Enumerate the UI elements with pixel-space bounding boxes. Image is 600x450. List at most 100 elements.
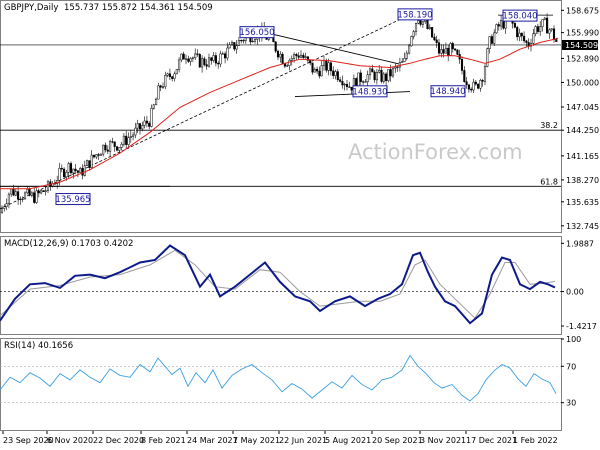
candle-body [141,125,144,130]
candle-body [115,146,119,151]
rsi-panel-frame [0,338,562,431]
moving-average-line [0,37,559,190]
candle-body [242,40,245,42]
candle-body [414,23,418,32]
candle-body [106,149,109,152]
candle-body [302,54,305,58]
candle-body [293,54,296,59]
candle-body [345,83,349,88]
candle-body [426,19,429,29]
annotation-box [239,26,275,39]
annotation-2: 158.040 [502,9,538,22]
candle-body [240,40,243,42]
date-tick-label: 17 Dec 2021 [466,436,517,445]
candle-body [548,29,551,34]
candle-body [318,70,321,77]
date-tick-label: 7 May 2021 [233,436,280,445]
annotation-box [430,85,466,98]
candle-body [543,17,546,20]
candle-body [497,24,500,27]
rsi-axis: 100 70 30 [561,335,581,408]
candle-body [290,58,293,61]
candle-body [428,27,431,29]
candle-body [157,85,160,100]
candle-body [88,160,91,168]
candle-body [60,167,63,170]
candle-body [541,19,544,27]
price-title: GBPJPY,Daily [4,3,58,13]
annotation-label: 158.190 [397,10,432,20]
last-price-tag [562,39,598,50]
macd-title: MACD(12,26,9) 0.1703 0.4202 [4,239,133,249]
candle-body [536,26,539,32]
candle-body [171,76,174,79]
candle-body [465,81,468,86]
price-axis: 158.675 155.990 152.890 150.000 147.045 144.2… [561,6,599,231]
candle-body [472,81,475,91]
candle-body [152,104,155,109]
date-tick-label: 5 Aug 2021 [325,436,371,445]
candle-body [5,203,8,207]
candle-body [320,65,323,77]
price-tick-label: 141.165 [566,152,599,161]
last-price-label: 154.509 [565,41,598,50]
macd-tick-label: -1.4217 [566,322,597,331]
date-tick-label: 3 Nov 2021 [420,436,466,445]
candle-body [350,86,353,91]
candle-body [322,60,326,66]
candle-body [396,66,399,68]
candle-body [520,32,523,37]
candle-body [118,147,121,151]
date-tick-label: 1 Feb 2022 [513,436,558,445]
candle-body [237,40,240,46]
candle-body [546,17,549,34]
candle-body [389,69,392,77]
candle-body [368,68,372,76]
rsi-line [0,354,557,402]
candle-body [433,36,436,41]
candle-body [467,84,470,90]
candle-body [230,42,234,45]
candle-body [127,137,130,145]
candle-body [403,58,406,62]
date-tick-label: 20 Sep 2021 [372,436,423,445]
candle-body [83,165,86,176]
price-tick-label: 158.675 [566,6,599,15]
annotation-box [55,193,91,206]
candle-body [539,26,542,32]
candle-body [334,71,337,76]
candle-body [490,36,493,44]
candle-body [111,141,114,143]
candle-body [102,144,105,155]
candle-body [40,190,43,194]
candle-body [26,188,29,194]
candle-body [343,83,346,86]
candle-body [534,26,537,34]
price-tick-label: 135.635 [566,198,599,207]
candle-body [410,36,413,47]
candle-body [460,58,464,71]
annotation-box [502,9,538,22]
candle-body [42,190,45,192]
candle-body [442,49,445,54]
candle-body [555,39,558,42]
candle-body [488,36,491,49]
candle-body [371,68,374,73]
candle-body [380,69,383,82]
candle-body [483,66,487,82]
candle-body [276,50,280,58]
candle-body [164,75,167,88]
candle-body [373,71,376,81]
annotation-box [397,8,433,21]
candle-body [529,42,533,47]
candle-body [86,160,89,166]
candle-body [74,168,77,172]
candle-body [113,141,116,147]
candle-body [281,53,284,64]
candle-body [359,72,362,82]
macd-axis: 1.9887 0.00 -1.4217 [561,239,597,331]
candle-body [198,54,201,68]
candle-body [449,43,452,56]
candle-body [408,45,411,54]
